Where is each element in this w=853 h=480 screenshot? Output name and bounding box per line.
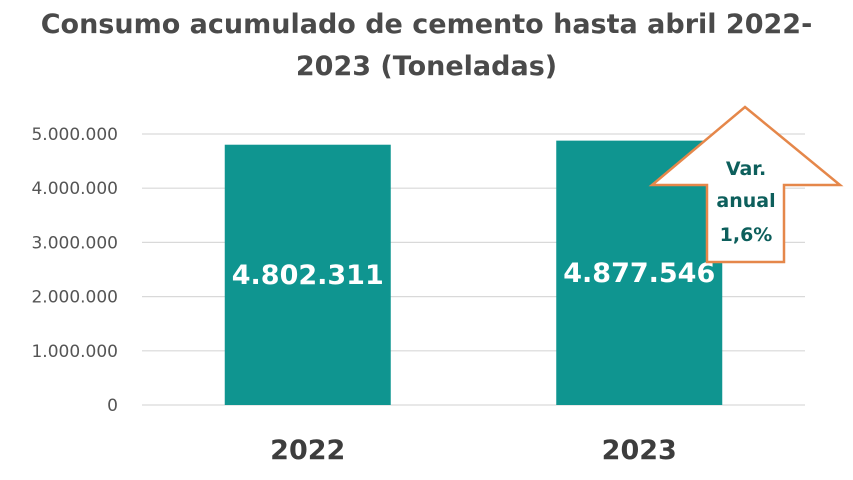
variation-callout: Var. anual 1,6%: [648, 105, 844, 264]
data-labels: 4.802.311 4.877.546: [232, 258, 716, 291]
y-axis-ticks: 0 1.000.000 2.000.000 3.000.000 4.000.000 5.0…: [31, 125, 118, 416]
y-tick-label: 5.000.000: [31, 125, 118, 145]
up-arrow-icon: [648, 105, 844, 264]
y-tick-label: 3.000.000: [31, 233, 118, 253]
bar-2022: [224, 144, 391, 406]
data-label-2022: 4.802.311: [232, 260, 384, 291]
chart-title-line-2: 2023 (Toneladas): [295, 51, 558, 82]
chart-title-line-1: Consumo acumulado de cemento hasta abril…: [40, 9, 813, 40]
x-category-label: 2022: [270, 435, 345, 466]
chart-title: Consumo acumulado de cemento hasta abril…: [0, 4, 853, 88]
callout-line: Var.: [726, 158, 766, 180]
y-tick-label: 0: [107, 396, 118, 416]
data-label-2023: 4.877.546: [563, 258, 715, 289]
y-tick-label: 2.000.000: [31, 288, 118, 308]
callout-line: anual: [716, 190, 775, 212]
bars: [224, 140, 723, 406]
callout-line: 1,6%: [720, 224, 773, 246]
x-category-label: 2023: [602, 435, 677, 466]
y-tick-label: 4.000.000: [31, 179, 118, 199]
x-axis-categories: 2022 2023: [270, 435, 677, 466]
y-tick-label: 1.000.000: [31, 342, 118, 362]
